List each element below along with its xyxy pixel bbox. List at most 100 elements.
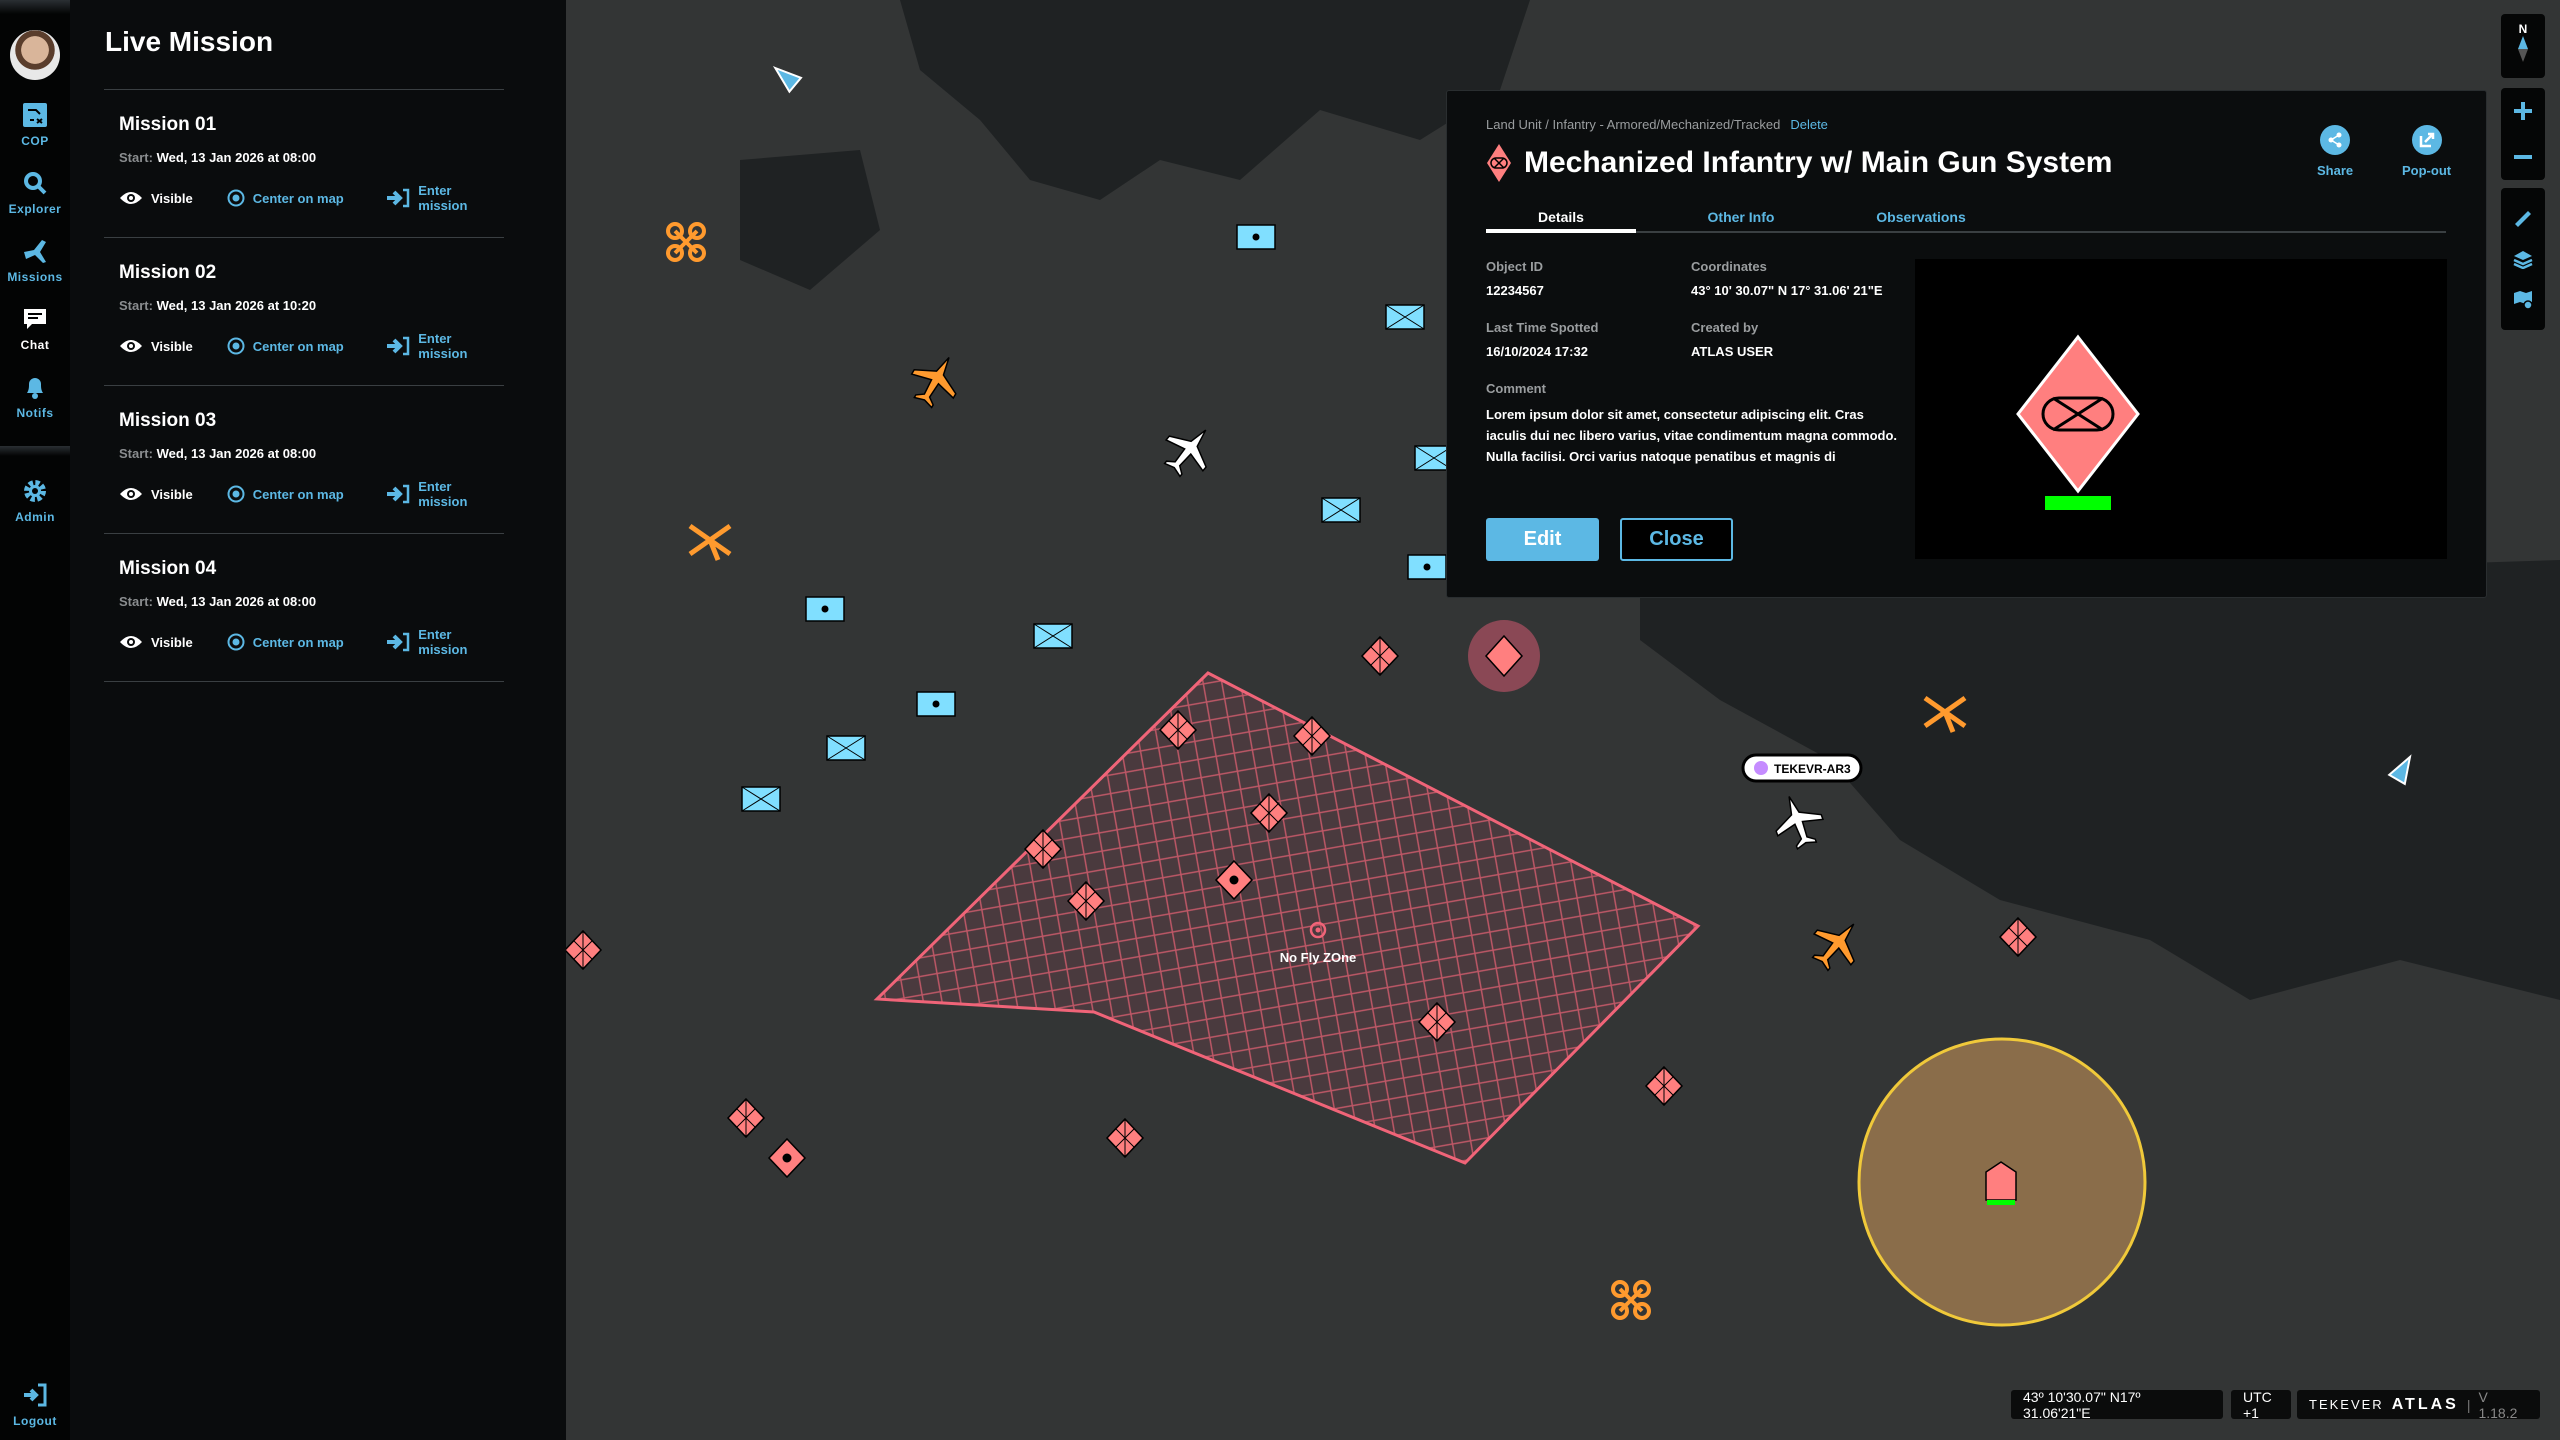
field-label: Last Time Spotted: [1486, 320, 1599, 335]
unit-glyph: [1302, 717, 1322, 755]
visible-toggle[interactable]: Visible: [119, 634, 227, 650]
nav-item-chat[interactable]: Chat: [21, 306, 50, 352]
popout-label: Pop-out: [2402, 163, 2452, 178]
track-label-pill[interactable]: [1741, 753, 1863, 783]
nav-label: Notifs: [16, 406, 54, 420]
close-button[interactable]: Close: [1620, 518, 1733, 561]
logout-button[interactable]: Logout: [0, 1382, 70, 1428]
aircraft-icon[interactable]: [1154, 415, 1224, 486]
target-icon: [227, 337, 245, 355]
visible-toggle[interactable]: Visible: [119, 338, 227, 354]
target-icon: [227, 633, 245, 651]
target-icon: [227, 189, 245, 207]
mission-name: Mission 01: [119, 114, 217, 135]
object-id-field: Object ID 12234567: [1486, 259, 1544, 298]
drone-icon[interactable]: [1618, 1287, 1644, 1313]
eye-icon: [120, 192, 142, 204]
product-name: ATLAS: [2391, 1395, 2459, 1413]
cop-icon: [22, 102, 48, 128]
track-status-dot: [1754, 761, 1768, 775]
nav-label: COP: [21, 134, 49, 148]
unit-glyph: [1076, 882, 1096, 920]
nav-label: Logout: [13, 1414, 57, 1428]
mission-item[interactable]: Mission 03 Start: Wed, 13 Jan 2026 at 08…: [104, 386, 504, 534]
map-settings-icon[interactable]: [2513, 290, 2533, 310]
visible-toggle[interactable]: Visible: [119, 486, 227, 502]
friendly-unit-icon[interactable]: [916, 691, 956, 717]
nav-item-explorer[interactable]: Explorer: [9, 170, 62, 216]
drone-rotor: [1611, 1302, 1629, 1320]
center-label: Center on map: [252, 338, 344, 354]
drone-icon[interactable]: [673, 229, 699, 255]
nav-item-notifs[interactable]: Notifs: [17, 374, 54, 420]
no-fly-zone[interactable]: [873, 671, 1701, 1165]
tab-other-info[interactable]: Other Info: [1707, 209, 1775, 225]
nav-item-missions[interactable]: Missions: [7, 238, 62, 284]
share-button[interactable]: Share: [2317, 125, 2353, 178]
start-label: Start:: [119, 150, 153, 165]
center-on-map-button[interactable]: Center on map: [227, 485, 387, 503]
nav-label: Explorer: [8, 202, 62, 216]
compass-button[interactable]: N: [2501, 14, 2545, 78]
enter-mission-button[interactable]: Enter mission: [386, 627, 504, 657]
field-label: Object ID: [1486, 259, 1544, 274]
zoom-out-icon[interactable]: [2513, 147, 2533, 167]
start-label: Start:: [119, 594, 153, 609]
comment-field: Comment Lorem ipsum dolor sit amet, conse…: [1486, 381, 1906, 467]
unit-dot: [1423, 563, 1431, 571]
avatar[interactable]: [10, 30, 60, 80]
enter-mission-button[interactable]: Enter mission: [386, 331, 504, 361]
mission-start: Start: Wed, 13 Jan 2026 at 08:00: [119, 446, 504, 461]
helicopter-icon[interactable]: [688, 523, 732, 561]
mission-name: Mission 04: [119, 558, 217, 579]
layers-icon[interactable]: [2513, 249, 2533, 269]
vessel-icon[interactable]: [2387, 752, 2418, 786]
field-value: 16/10/2024 17:32: [1486, 344, 1588, 359]
compass-label: N: [2518, 22, 2528, 36]
center-on-map-button[interactable]: Center on map: [227, 633, 387, 651]
helicopter-icon[interactable]: [1923, 695, 1967, 733]
field-label: Coordinates: [1691, 259, 1767, 274]
tracked-aircraft-icon[interactable]: [1767, 788, 1830, 853]
unit-glyph: [1385, 304, 1425, 330]
unit-dot: [821, 605, 829, 613]
map-tools: [2501, 188, 2545, 330]
mission-item[interactable]: Mission 01 Start: Wed, 13 Jan 2026 at 08…: [104, 90, 504, 238]
unit-glyph: [826, 735, 866, 761]
zoom-in-icon[interactable]: [2513, 101, 2533, 121]
status-bar: [1987, 1200, 2015, 1205]
visible-toggle[interactable]: Visible: [119, 190, 227, 206]
jet-icon[interactable]: [902, 345, 970, 414]
drone-rotor: [1633, 1280, 1651, 1298]
drone-rotor: [666, 222, 684, 240]
tab-observations[interactable]: Observations: [1876, 209, 1966, 225]
vessel-icon[interactable]: [769, 61, 803, 94]
visible-label: Visible: [151, 190, 193, 206]
selected-hostile-icon[interactable]: [1484, 634, 1524, 678]
breadcrumb: Land Unit / Infantry - Armored/Mechanize…: [1486, 117, 1828, 132]
nav-label: Admin: [15, 510, 55, 524]
unit-glyph: [741, 786, 781, 812]
symbol-preview: [1915, 259, 2447, 559]
enter-mission-button[interactable]: Enter mission: [386, 479, 504, 509]
enter-mission-button[interactable]: Enter mission: [386, 183, 504, 213]
mission-name: Mission 02: [119, 262, 217, 283]
logout-icon: [22, 1382, 48, 1408]
jet-icon-shape: [1811, 923, 1855, 972]
ruler-icon[interactable]: [2513, 209, 2533, 229]
landmass: [740, 150, 880, 290]
jet-icon[interactable]: [1802, 909, 1872, 980]
edit-button[interactable]: Edit: [1486, 518, 1599, 561]
nav-item-admin[interactable]: Admin: [15, 478, 55, 524]
tab-details[interactable]: Details: [1486, 203, 1636, 233]
center-on-map-button[interactable]: Center on map: [227, 189, 387, 207]
mission-item[interactable]: Mission 02 Start: Wed, 13 Jan 2026 at 10…: [104, 238, 504, 386]
nav-item-cop[interactable]: COP: [21, 102, 49, 148]
popout-button[interactable]: Pop-out: [2402, 125, 2451, 178]
unit-glyph: [1370, 637, 1390, 675]
mission-item[interactable]: Mission 04 Start: Wed, 13 Jan 2026 at 08…: [104, 534, 504, 682]
delete-link[interactable]: Delete: [1790, 117, 1828, 132]
zoom-controls: [2501, 88, 2545, 180]
center-on-map-button[interactable]: Center on map: [227, 337, 387, 355]
